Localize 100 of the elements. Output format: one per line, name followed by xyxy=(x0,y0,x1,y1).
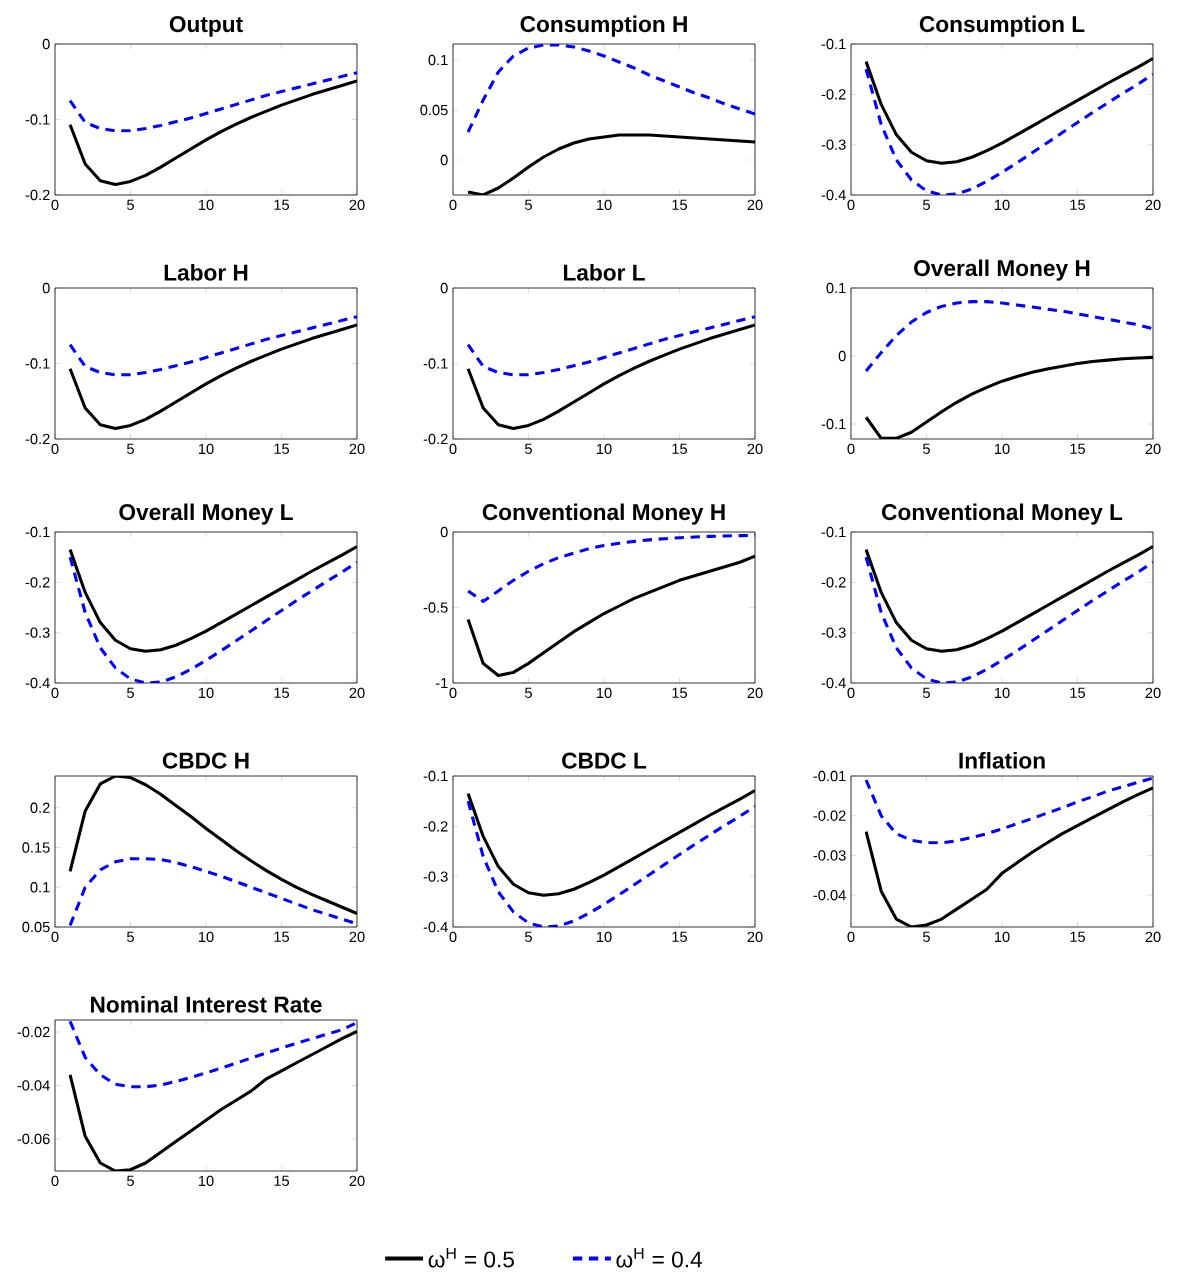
y-tick-label: -0.06 xyxy=(17,1133,50,1145)
x-tick-label: 5 xyxy=(127,931,134,942)
x-tick-label: 0 xyxy=(449,199,457,211)
x-tick-label: 5 xyxy=(127,443,134,454)
line-series xyxy=(466,44,755,134)
chart-title: Output xyxy=(169,16,243,37)
y-tick-label: 0 xyxy=(440,154,448,166)
x-tick-label: 15 xyxy=(274,931,290,942)
y-tick-label: -0.4 xyxy=(25,677,50,689)
x-tick-label: 10 xyxy=(994,931,1010,943)
x-tick-label: 20 xyxy=(349,931,365,943)
x-tick-label: 15 xyxy=(672,443,688,454)
x-tick-label: 10 xyxy=(596,443,612,455)
y-tick-label: -0.01 xyxy=(813,770,846,782)
x-tick-label: 20 xyxy=(747,443,763,455)
y-tick-label: -0.1 xyxy=(25,358,50,369)
x-tick-label: 0 xyxy=(51,687,59,699)
y-tick-label: -0.3 xyxy=(423,871,448,882)
y-tick-label: -0.2 xyxy=(821,577,846,588)
x-tick-label: 10 xyxy=(596,687,612,699)
y-tick-label: -0.4 xyxy=(821,677,846,689)
chart-title: Conventional Money L xyxy=(882,503,1123,525)
x-tick-label: 15 xyxy=(672,931,688,942)
y-tick-label: -0.3 xyxy=(821,627,846,638)
y-tick-label: -0.4 xyxy=(821,189,846,201)
y-tick-label: 0.1 xyxy=(30,882,50,893)
x-tick-label: 0 xyxy=(847,199,855,211)
x-tick-label: 20 xyxy=(747,931,763,943)
x-tick-label: 5 xyxy=(923,443,930,454)
y-tick-label: -0.3 xyxy=(25,627,50,638)
x-tick-label: 10 xyxy=(198,1175,214,1187)
y-tick-label: -0.1 xyxy=(821,418,846,430)
line-series xyxy=(466,799,755,927)
y-tick-label: 0 xyxy=(440,282,448,294)
y-tick-label: -0.1 xyxy=(25,114,50,125)
x-tick-label: 0 xyxy=(51,1175,59,1187)
x-tick-label: 15 xyxy=(274,1175,290,1186)
legend-label: ω$^{H}$ = 0.5 xyxy=(428,1247,514,1268)
x-tick-label: 15 xyxy=(274,443,290,454)
y-tick-label: 0.15 xyxy=(22,842,50,853)
x-tick-label: 20 xyxy=(1145,443,1161,455)
y-tick-label: 0 xyxy=(440,526,448,538)
x-tick-label: 15 xyxy=(274,687,290,698)
x-tick-label: 15 xyxy=(672,199,688,210)
chart-title: Consumption L xyxy=(919,15,1085,37)
x-tick-label: 15 xyxy=(672,687,688,698)
chart-title: Overall Money H xyxy=(914,259,1090,281)
y-tick-label: -0.04 xyxy=(17,1080,50,1091)
x-tick-label: 20 xyxy=(747,687,763,699)
x-tick-label: 20 xyxy=(1145,931,1161,943)
chart-title: Labor H xyxy=(164,263,248,281)
line-series xyxy=(864,300,1153,373)
y-tick-label: 0.1 xyxy=(826,282,846,294)
y-tick-label: 0.1 xyxy=(428,54,448,66)
y-tick-label: -0.2 xyxy=(25,433,50,445)
x-tick-label: 20 xyxy=(349,687,365,699)
line-series xyxy=(68,1020,357,1089)
x-tick-label: 10 xyxy=(596,199,612,211)
x-tick-label: 20 xyxy=(747,199,763,211)
y-tick-label: 0.05 xyxy=(420,104,448,116)
y-tick-label: -0.1 xyxy=(423,770,448,782)
x-tick-label: 10 xyxy=(198,931,214,943)
chart-title: Consumption H xyxy=(520,15,687,37)
x-tick-label: 5 xyxy=(923,199,930,210)
y-tick-label: 0 xyxy=(838,350,846,362)
x-tick-label: 15 xyxy=(1070,931,1086,942)
y-tick-label: -0.1 xyxy=(821,526,846,538)
y-tick-label: -0.02 xyxy=(813,810,846,821)
y-tick-label: -0.4 xyxy=(423,921,448,933)
chart-title: Labor L xyxy=(563,263,645,281)
line-series xyxy=(68,555,357,683)
y-tick-label: -0.02 xyxy=(17,1026,50,1038)
x-tick-label: 5 xyxy=(525,443,532,454)
x-tick-label: 0 xyxy=(449,443,457,455)
y-tick-label: -0.2 xyxy=(423,433,448,445)
y-tick-label: -0.3 xyxy=(821,139,846,150)
x-tick-label: 0 xyxy=(847,687,855,699)
chart-title: Conventional Money H xyxy=(482,503,725,525)
x-tick-label: 5 xyxy=(525,931,532,942)
x-tick-label: 0 xyxy=(449,931,457,943)
x-tick-label: 0 xyxy=(449,687,457,699)
y-tick-label: 0.2 xyxy=(30,802,50,813)
x-tick-label: 5 xyxy=(127,199,134,210)
x-tick-label: 15 xyxy=(1070,199,1086,210)
chart-title: Overall Money L xyxy=(119,503,293,525)
x-tick-label: 15 xyxy=(1070,687,1086,698)
y-tick-label: -1 xyxy=(435,677,448,689)
y-tick-label: -0.04 xyxy=(813,890,846,901)
chart-title: Nominal Interest Rate xyxy=(91,996,322,1013)
x-tick-label: 15 xyxy=(274,199,290,210)
x-tick-label: 10 xyxy=(994,443,1010,455)
line-series xyxy=(864,776,1153,845)
x-tick-label: 0 xyxy=(51,443,59,455)
y-tick-label: -0.2 xyxy=(25,189,50,201)
chart-title: Inflation xyxy=(959,752,1045,769)
y-tick-label: -0.2 xyxy=(821,89,846,100)
y-tick-label: -0.1 xyxy=(25,526,50,538)
x-tick-label: 20 xyxy=(349,199,365,211)
x-tick-label: 5 xyxy=(525,687,532,698)
x-tick-label: 10 xyxy=(994,687,1010,699)
